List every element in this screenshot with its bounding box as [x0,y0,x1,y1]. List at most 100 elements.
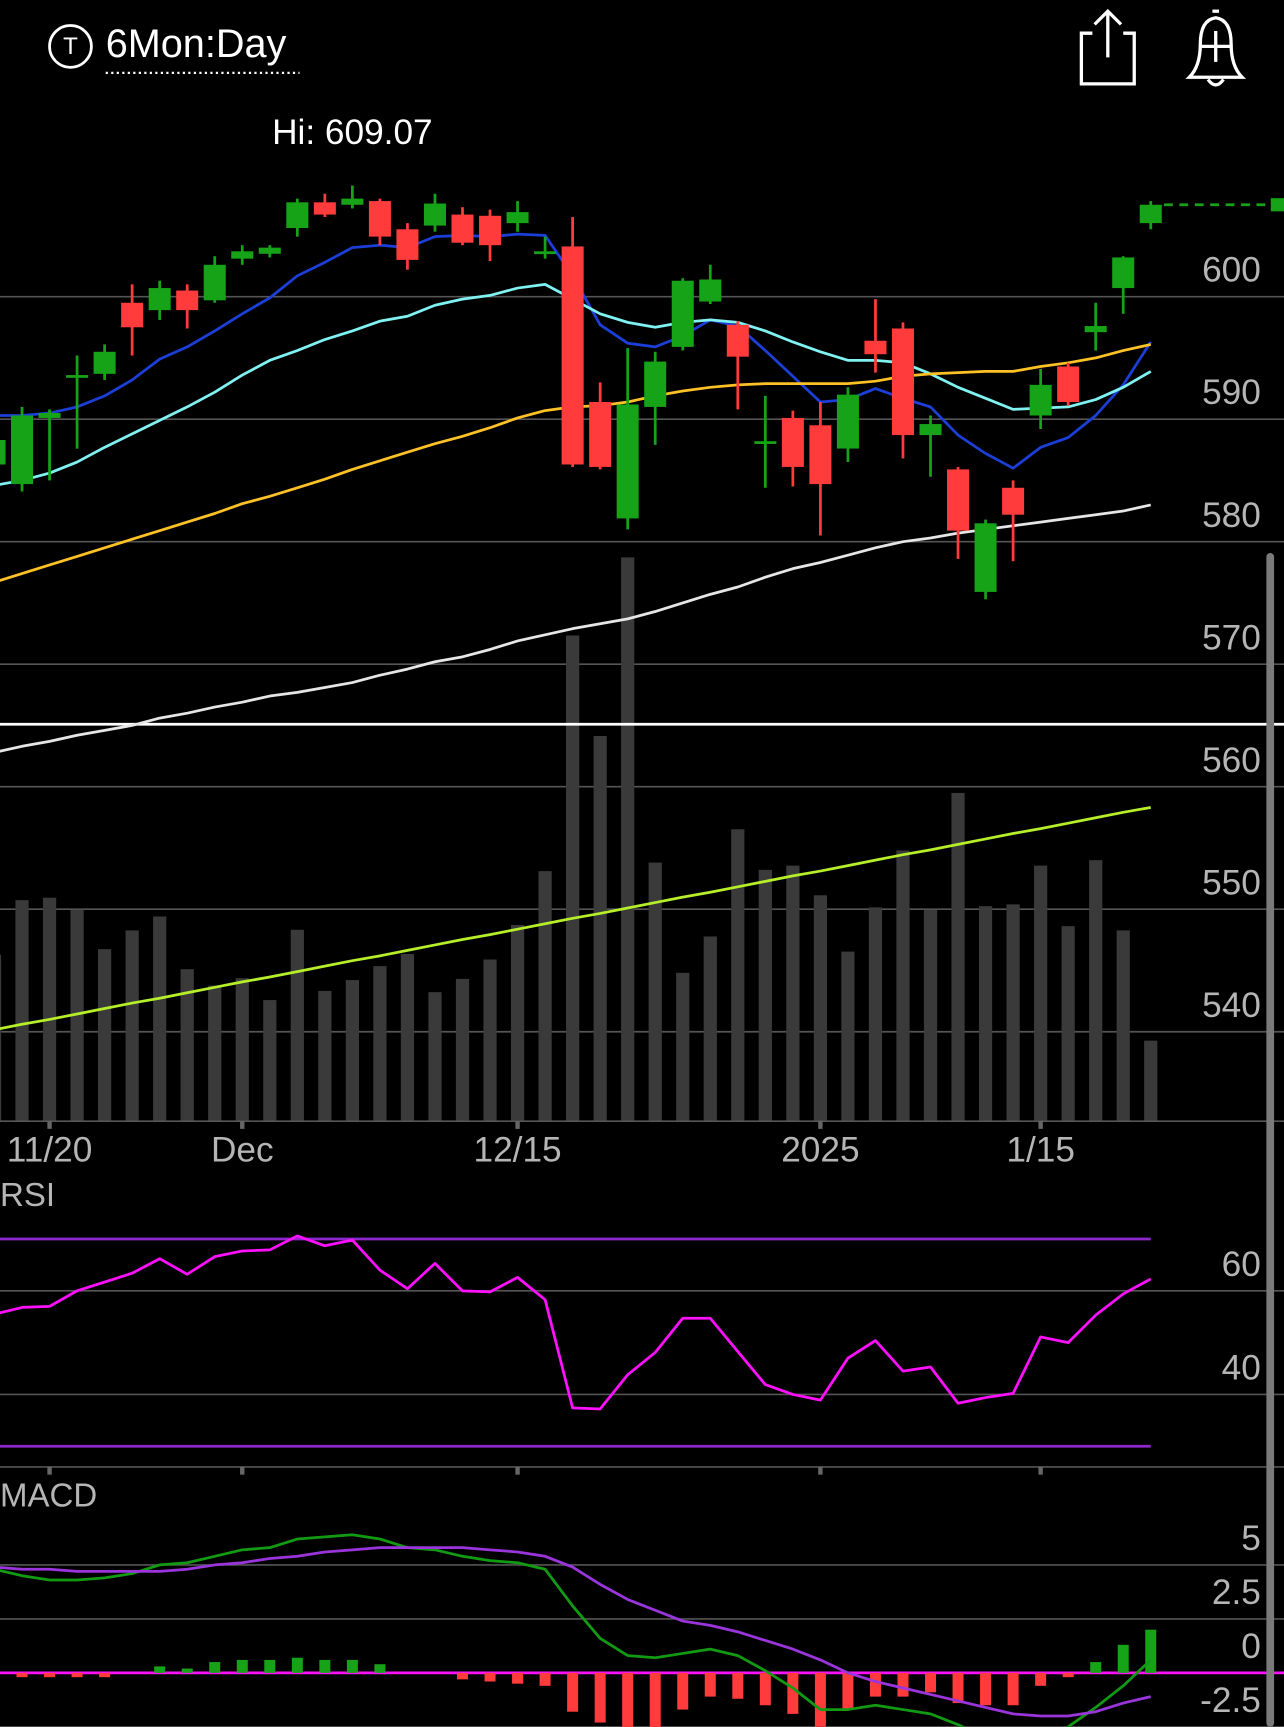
candle-body [1084,326,1107,333]
y-tick-label: 540 [1202,986,1261,1025]
volume-bar [153,916,167,1122]
y-tick-label: 590 [1202,373,1261,412]
macd-histogram-bar [181,1668,193,1673]
x-tick-label: Dec [211,1130,274,1169]
volume-bar [978,906,993,1122]
candle-body [286,202,309,229]
macd-histogram-bar [1145,1629,1157,1673]
rsi-line [0,1234,1152,1411]
macd-histogram-bar [264,1659,276,1673]
volume-bar [208,985,222,1122]
candle-body [258,247,281,254]
x-tick-label: 2025 [781,1130,859,1169]
volume-bar [290,929,304,1122]
volume-bar [455,978,470,1122]
period-selector[interactable]: 6Mon:Day [106,22,287,66]
candle-body [726,324,749,357]
macd-histogram-bar [704,1672,716,1697]
macd-histogram-bar [456,1672,469,1680]
macd-histogram-bar [649,1672,661,1727]
macd-histogram-bar [44,1672,56,1678]
candle-body [699,279,722,302]
candle-body [1057,366,1080,403]
y-tick-label: 550 [1202,863,1261,902]
candle-body [671,280,694,347]
macd-histogram-bar [99,1672,111,1678]
macd-histogram-bar [374,1664,386,1673]
candle-body [589,402,612,467]
x-tick-label: 12/15 [473,1130,561,1169]
volume-bar [1116,930,1130,1122]
candle-body [451,214,474,243]
macd-histogram-bar [1090,1662,1102,1673]
x-tick-label: 11/20 [7,1130,93,1169]
volume-bar [1144,1040,1158,1122]
macd-histogram-bar [319,1659,331,1673]
volume-bar [428,992,442,1122]
candle-body [1112,257,1135,289]
y-tick-label: 580 [1202,496,1261,535]
scrollbar[interactable] [1266,552,1275,1727]
volume-bar [345,980,359,1122]
symbol-icon[interactable] [48,24,93,69]
alert-button[interactable] [1185,9,1247,87]
macd-histogram-bar [1117,1644,1129,1673]
macd-histogram-bar [291,1657,303,1673]
candle-body [231,251,254,259]
volume-bar [98,949,112,1122]
volume-bar [1006,904,1020,1122]
share-button[interactable] [1079,8,1136,86]
candle-body [38,413,61,418]
macd-histogram-bar [869,1672,881,1697]
macd-line [0,1533,1152,1727]
candle-body [368,201,391,237]
candle-body [534,251,557,255]
volume-bar [70,909,84,1122]
macd-histogram-bar [346,1659,358,1673]
symbol-icon-label: T [63,33,78,60]
y-tick-label: 560 [1202,741,1261,780]
candle-body [1139,204,1162,224]
y-tick-label: 2.5 [1212,1573,1261,1612]
volume-bar [510,924,525,1122]
macd-histogram-bar [512,1672,524,1684]
volume-bar [703,936,717,1122]
macd-histogram-bar [759,1672,771,1706]
macd-histogram-bar [71,1672,83,1678]
volume-bar [15,900,29,1122]
candle-body [561,246,584,465]
volume-bar [566,635,580,1122]
volume-bar [621,557,635,1122]
macd-histogram-bar [622,1672,634,1727]
candle-body [203,264,226,301]
volume-bar [1034,865,1048,1122]
macd-histogram-bar [897,1672,909,1697]
candle-body [341,198,364,205]
macd-histogram-bar [1035,1672,1047,1686]
candle-body [891,328,914,436]
y-tick-label: 0 [1241,1627,1261,1666]
candle-body [836,394,859,449]
macd-histogram-bar [484,1672,496,1682]
candle-body [506,212,529,224]
volume-bar [0,954,2,1122]
candle-body [121,302,144,328]
volume-bar [538,871,552,1122]
candle-body [864,340,887,355]
macd-title: MACD [0,1477,97,1514]
macd-histogram-bar [842,1672,854,1710]
candle-body [396,229,419,260]
volume-bar [813,895,828,1122]
y-tick-label: 600 [1202,251,1261,290]
candle-body [809,425,832,485]
volume-bar [786,865,800,1122]
volume-bar [593,735,607,1122]
candle-body [1029,384,1052,416]
candle-body [644,361,667,407]
volume-bar [1061,926,1075,1122]
candle-body [947,469,970,531]
macd-histogram-bar [539,1672,551,1686]
candle-body [176,290,199,311]
